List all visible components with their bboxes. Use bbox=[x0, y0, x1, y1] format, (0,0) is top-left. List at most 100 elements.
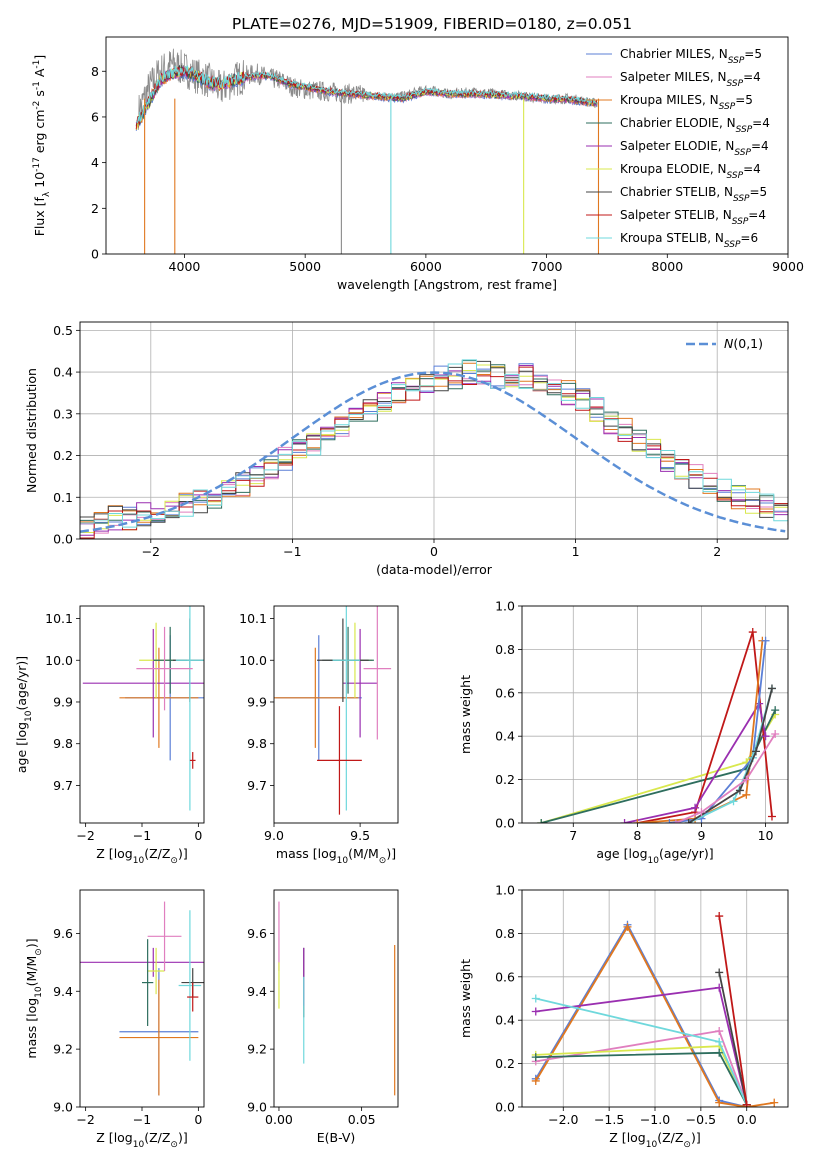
y-tick-label: 9.7 bbox=[247, 778, 267, 793]
plot-area bbox=[278, 901, 396, 1096]
series-chabrier-elodie-marker bbox=[537, 819, 546, 823]
y-tick-label: 0.5 bbox=[53, 323, 73, 338]
legend-entry: Kroupa ELODIE, NSSP=4 bbox=[620, 162, 761, 181]
legend: Chabrier MILES, NSSP=5 Salpeter MILES, NS… bbox=[586, 47, 770, 250]
y-axis-label: age [log10(age/yr)] bbox=[14, 656, 34, 773]
y-tick-label: 10.0 bbox=[45, 653, 73, 668]
series-salpeter-elodie-marker bbox=[761, 732, 770, 741]
legend-entry: N(0,1) bbox=[724, 336, 763, 351]
y-tick-label: 9.4 bbox=[247, 984, 267, 999]
y-tick-label: 6 bbox=[91, 109, 99, 124]
panel-mass_vs_ebv: 0.00 0.05 9.0 9.2 9.4 9.6 E(B-V) bbox=[247, 889, 399, 1145]
axes-frame bbox=[79, 321, 789, 540]
x-tick-label: 0 bbox=[194, 828, 202, 843]
y-axis-label: Normed distribution bbox=[24, 368, 39, 493]
x-tick-label: −1 bbox=[133, 828, 151, 843]
model-spectrum bbox=[136, 65, 598, 130]
series-chabrier-stelib-marker bbox=[767, 684, 776, 693]
y-axis-label: Flux [fλ 10-17 erg cm-2 s-1 A-1] bbox=[32, 55, 52, 237]
y-tick-label: 0.0 bbox=[495, 1100, 515, 1115]
legend: N(0,1) bbox=[686, 336, 763, 351]
axes-frame bbox=[521, 605, 789, 824]
x-tick-label: 0.0 bbox=[737, 1112, 757, 1127]
y-tick-label: 10.1 bbox=[45, 611, 73, 626]
model-spectrum bbox=[135, 65, 597, 124]
x-tick-label: 7 bbox=[569, 828, 577, 843]
panel-age_vs_mass: 9.0 9.5 9.7 9.8 9.9 10.0 10.1 mass [log10(M/M⊙)… bbox=[239, 605, 399, 866]
axes-frame bbox=[521, 889, 789, 1108]
series-salpeter-elodie-marker bbox=[691, 803, 700, 812]
series-salpeter-miles-marker bbox=[671, 819, 680, 823]
axes-frame bbox=[79, 889, 205, 1108]
series-salpeter-miles-marker bbox=[742, 775, 751, 784]
series-chabrier-stelib-marker bbox=[715, 968, 724, 977]
y-tick-label: 9.8 bbox=[53, 736, 73, 751]
axes-frame bbox=[105, 36, 789, 255]
series-chabrier-elodie bbox=[535, 1051, 748, 1106]
y-tick-label: 0.4 bbox=[495, 1013, 515, 1028]
x-axis-label: mass [log10(M/M⊙)] bbox=[276, 846, 396, 866]
legend-entry: Chabrier MILES, NSSP=5 bbox=[620, 47, 762, 66]
series-kroupa-miles-marker bbox=[623, 922, 632, 931]
plot-area bbox=[80, 359, 788, 539]
series-kroupa-stelib-marker bbox=[715, 1037, 724, 1046]
y-tick-label: 9.2 bbox=[53, 1042, 73, 1057]
x-tick-label: 1 bbox=[572, 544, 580, 559]
series-chabrier-stelib-marker bbox=[684, 819, 693, 823]
x-axis-label: (data-model)/error bbox=[376, 562, 493, 577]
y-tick-label: 10.1 bbox=[239, 611, 267, 626]
y-tick-label: 0.0 bbox=[53, 532, 73, 547]
x-tick-label: 9 bbox=[697, 828, 705, 843]
histogram-kroupa-stelib bbox=[80, 359, 788, 539]
series-chabrier-elodie-marker bbox=[715, 1048, 724, 1057]
y-tick-label: 9.2 bbox=[247, 1042, 267, 1057]
x-tick-label: 6000 bbox=[410, 259, 442, 274]
x-tick-label: −2 bbox=[76, 828, 94, 843]
y-tick-label: 9.0 bbox=[247, 1100, 267, 1115]
series-salpeter-stelib-marker bbox=[748, 628, 757, 637]
panel-mass_vs_Z: −2 −1 0 9.0 9.2 9.4 9.6 Z [log10(Z/Z⊙)] mass [lo… bbox=[24, 889, 205, 1150]
x-tick-label: 5000 bbox=[289, 259, 321, 274]
y-tick-label: 0.4 bbox=[495, 729, 515, 744]
plot-area bbox=[274, 606, 392, 815]
y-tick-label: 9.0 bbox=[53, 1100, 73, 1115]
series-chabrier-stelib bbox=[718, 972, 748, 1105]
x-axis-label: E(B-V) bbox=[317, 1130, 356, 1145]
series-salpeter-stelib-marker bbox=[742, 1100, 751, 1107]
x-axis-label: Z [log10(Z/Z⊙)] bbox=[96, 1130, 187, 1150]
y-tick-label: 9.6 bbox=[247, 926, 267, 941]
series-chabrier-elodie-marker bbox=[531, 1053, 540, 1062]
x-tick-label: 8 bbox=[633, 828, 641, 843]
series-kroupa-miles-marker bbox=[531, 1076, 540, 1085]
x-tick-label: 10 bbox=[758, 828, 774, 843]
y-tick-label: 9.9 bbox=[53, 694, 73, 709]
gaussian-curve bbox=[80, 371, 786, 533]
legend-entry: Salpeter ELODIE, NSSP=4 bbox=[620, 139, 769, 158]
series-kroupa-stelib-marker bbox=[531, 994, 540, 1003]
series-chabrier-miles bbox=[535, 922, 747, 1107]
y-tick-label: 0.3 bbox=[53, 406, 73, 421]
legend-entry: Salpeter MILES, NSSP=4 bbox=[620, 70, 761, 89]
x-tick-label: 0 bbox=[430, 544, 438, 559]
series-salpeter-elodie-marker bbox=[620, 819, 629, 823]
x-tick-label: 0.00 bbox=[265, 1112, 293, 1127]
panel-age_vs_Z: −2 −1 0 9.7 9.8 9.9 10.0 10.1 Z [log10(Z/Z⊙)] age… bbox=[14, 605, 205, 866]
panel-residuals: −2 −1 0 1 2 0.0 0.1 0.2 0.3 0.4 0.5 (data-model)/er… bbox=[24, 321, 789, 577]
y-tick-label: 0.6 bbox=[495, 969, 515, 984]
y-tick-label: 0.4 bbox=[53, 365, 73, 380]
data-spectrum bbox=[138, 48, 598, 130]
series-salpeter-miles-marker bbox=[715, 1027, 724, 1036]
plot-area bbox=[135, 48, 600, 254]
series-kroupa-miles-marker bbox=[715, 1098, 724, 1107]
x-tick-label: 4000 bbox=[169, 259, 201, 274]
series-chabrier-elodie-marker bbox=[771, 706, 780, 715]
x-tick-label: 9.5 bbox=[350, 828, 370, 843]
series-kroupa-elodie bbox=[540, 714, 776, 823]
legend-entry: Chabrier STELIB, NSSP=5 bbox=[620, 185, 767, 204]
x-tick-label: −0.5 bbox=[686, 1112, 716, 1127]
x-tick-label: 9.0 bbox=[264, 828, 284, 843]
x-tick-label: −1 bbox=[283, 544, 301, 559]
x-axis-label: Z [log10(Z/Z⊙)] bbox=[96, 846, 187, 866]
plot-area bbox=[80, 901, 204, 1096]
